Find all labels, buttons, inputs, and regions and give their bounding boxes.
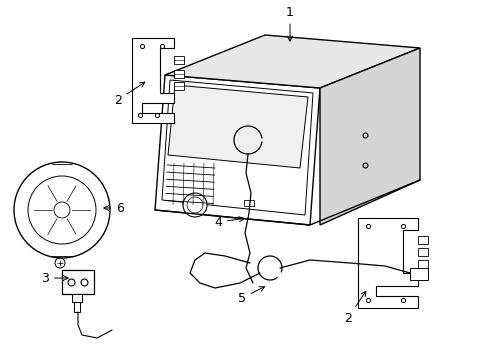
Polygon shape xyxy=(357,218,417,308)
Text: 1: 1 xyxy=(285,5,293,41)
Circle shape xyxy=(14,162,110,258)
Bar xyxy=(244,200,253,206)
Text: 2: 2 xyxy=(114,82,144,107)
Polygon shape xyxy=(319,48,419,225)
Polygon shape xyxy=(132,38,174,123)
Polygon shape xyxy=(168,85,307,168)
Text: 5: 5 xyxy=(238,287,264,305)
Bar xyxy=(174,70,183,78)
Text: 4: 4 xyxy=(214,216,244,229)
Bar xyxy=(174,82,183,90)
Polygon shape xyxy=(155,75,319,225)
Bar xyxy=(409,268,427,280)
Bar xyxy=(62,270,94,294)
Circle shape xyxy=(183,193,206,217)
Bar xyxy=(417,260,427,268)
Bar xyxy=(174,56,183,64)
Bar xyxy=(72,294,82,302)
Bar xyxy=(74,302,80,312)
Text: 6: 6 xyxy=(103,202,123,215)
Text: 3: 3 xyxy=(41,271,68,284)
Polygon shape xyxy=(164,35,419,88)
Bar xyxy=(417,236,427,244)
Bar xyxy=(417,248,427,256)
Text: 2: 2 xyxy=(344,291,365,324)
